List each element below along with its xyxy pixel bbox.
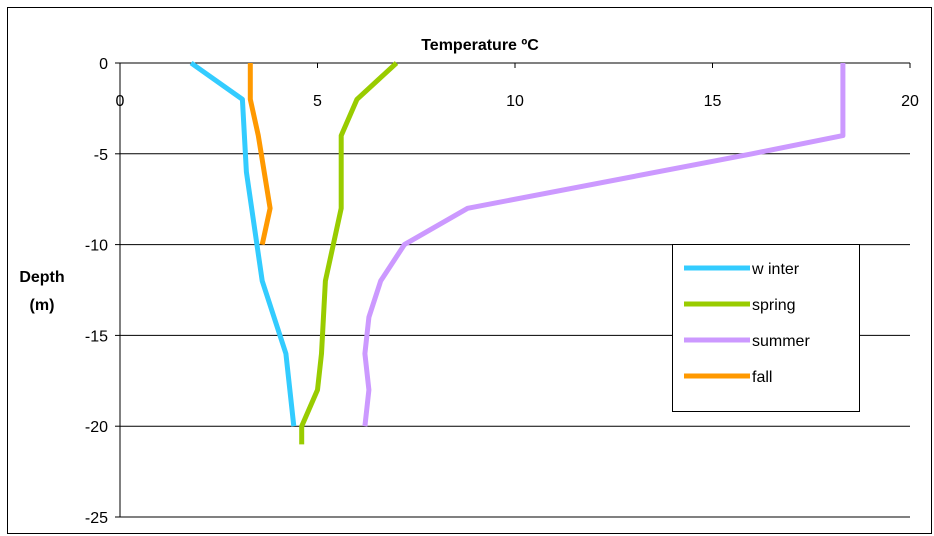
- y-tick-label: -25: [85, 510, 108, 527]
- series-line-w-inter: [189, 60, 297, 427]
- legend-label: w inter: [751, 261, 800, 278]
- x-tick-label: 5: [313, 93, 322, 110]
- legend: w inter spring summer fall: [672, 244, 860, 412]
- y-tick-label: 0: [99, 56, 108, 73]
- x-tick-label: 10: [506, 93, 524, 110]
- series-line-spring: [299, 61, 399, 445]
- axis-layer: [115, 62, 911, 518]
- legend-label: spring: [752, 297, 796, 314]
- y-axis-label-line: Depth: [19, 269, 64, 286]
- y-axis-label-layer: Depth (m): [19, 269, 64, 314]
- x-tick-label: 15: [704, 93, 722, 110]
- legend-box: [672, 244, 860, 412]
- x-tick-label: 20: [901, 93, 919, 110]
- y-tick-label: -5: [94, 147, 108, 164]
- chart-title: Temperature ºC: [421, 37, 539, 54]
- tick-label-layer: 0 -5 -10 -15 -20 -25 0 5 10 15 20: [85, 56, 919, 527]
- series-line-fall: [247, 63, 273, 246]
- y-tick-label: -20: [85, 419, 108, 436]
- series-line-summer: [362, 63, 846, 427]
- x-tick-label: 0: [116, 93, 125, 110]
- y-tick-label: -15: [85, 328, 108, 345]
- series-layer: [189, 60, 846, 445]
- legend-label: summer: [752, 333, 810, 350]
- y-axis-label-line: (m): [30, 297, 55, 314]
- y-tick-label: -10: [85, 238, 108, 255]
- legend-label: fall: [752, 369, 772, 386]
